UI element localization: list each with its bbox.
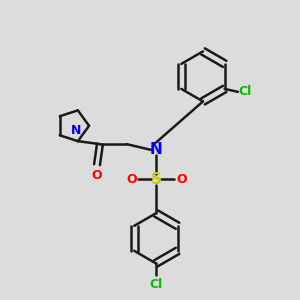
Text: N: N xyxy=(149,142,162,158)
Text: S: S xyxy=(150,172,161,187)
Text: N: N xyxy=(71,124,82,137)
Text: O: O xyxy=(176,173,187,186)
Text: Cl: Cl xyxy=(149,278,163,291)
Text: O: O xyxy=(92,169,102,182)
Text: Cl: Cl xyxy=(239,85,252,98)
Text: O: O xyxy=(126,173,137,186)
